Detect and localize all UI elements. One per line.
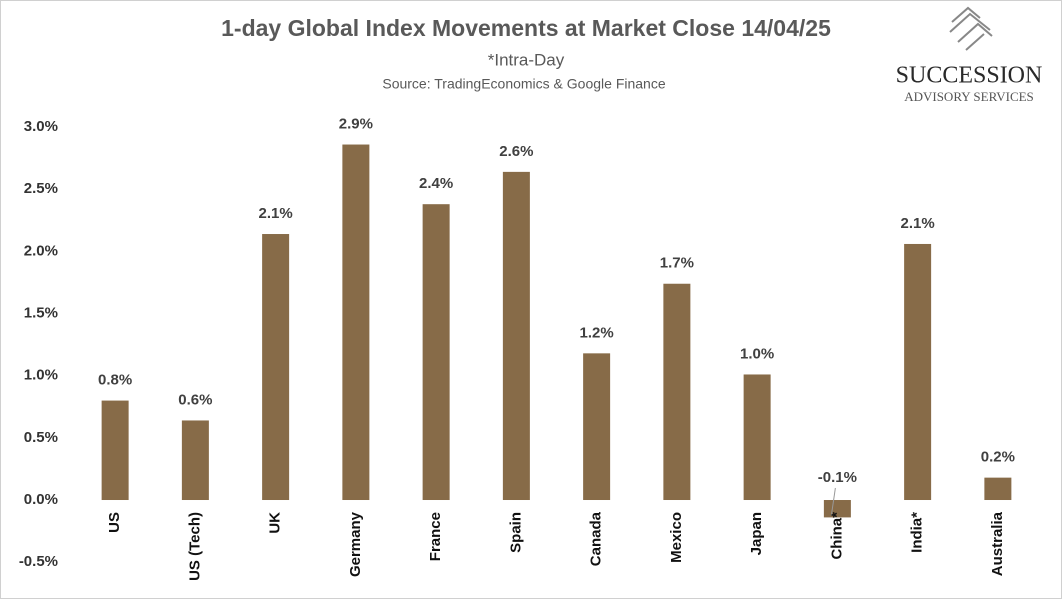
bar	[823, 500, 851, 518]
bar	[904, 243, 932, 501]
value-label: 2.1%	[901, 215, 935, 232]
chart-subtitle: *Intra-Day	[488, 50, 565, 69]
x-tick-label: US (Tech)	[186, 512, 203, 581]
bar	[743, 374, 771, 501]
leader-line	[830, 487, 836, 516]
brand-name: SUCCESSION	[896, 63, 1043, 89]
value-label: 2.6%	[499, 143, 533, 160]
bar	[984, 477, 1012, 501]
y-tick-label: 0.5%	[24, 429, 58, 446]
x-tick-label: Canada	[588, 511, 605, 566]
bar	[502, 171, 530, 501]
chart-source: Source: TradingEconomics & Google Financ…	[382, 76, 665, 92]
x-tick-label: Australia	[989, 511, 1006, 576]
y-tick-label: 2.0%	[24, 242, 58, 259]
y-tick-label: 1.5%	[24, 305, 58, 322]
y-tick-label: 0.0%	[24, 491, 58, 508]
y-tick-label: 1.0%	[24, 367, 58, 384]
value-label: 0.6%	[178, 391, 212, 408]
value-label: 2.9%	[339, 115, 373, 132]
bar	[181, 420, 209, 501]
bar	[262, 234, 290, 501]
bar	[422, 204, 450, 501]
value-label: 1.7%	[660, 255, 694, 272]
value-label: 1.0%	[740, 345, 774, 362]
value-label: 0.8%	[98, 372, 132, 389]
bar	[663, 283, 691, 501]
bar	[101, 400, 129, 501]
y-tick-label: -0.5%	[19, 553, 58, 570]
y-tick-label: 2.5%	[24, 180, 58, 197]
bar	[342, 144, 370, 501]
x-tick-label: Mexico	[668, 512, 685, 563]
x-tick-label: Germany	[347, 511, 364, 577]
brand-tagline: ADVISORY SERVICES	[904, 89, 1034, 104]
x-tick-label: US	[106, 512, 123, 533]
x-tick-label: UK	[267, 512, 284, 534]
value-label: 0.2%	[981, 449, 1015, 466]
value-label: 2.1%	[259, 205, 293, 222]
x-tick-label: France	[427, 512, 444, 561]
logo-icon	[949, 6, 993, 51]
chart-title: 1-day Global Index Movements at Market C…	[221, 15, 831, 41]
x-tick-label: India*	[909, 512, 926, 553]
x-tick-label: Japan	[748, 512, 765, 555]
bar	[583, 353, 611, 501]
value-label: 2.4%	[419, 175, 453, 192]
value-label: 1.2%	[580, 324, 614, 341]
y-tick-label: 3.0%	[24, 118, 58, 135]
x-tick-label: Spain	[507, 512, 524, 553]
x-tick-label: China*	[828, 512, 845, 560]
value-label: -0.1%	[818, 469, 857, 486]
